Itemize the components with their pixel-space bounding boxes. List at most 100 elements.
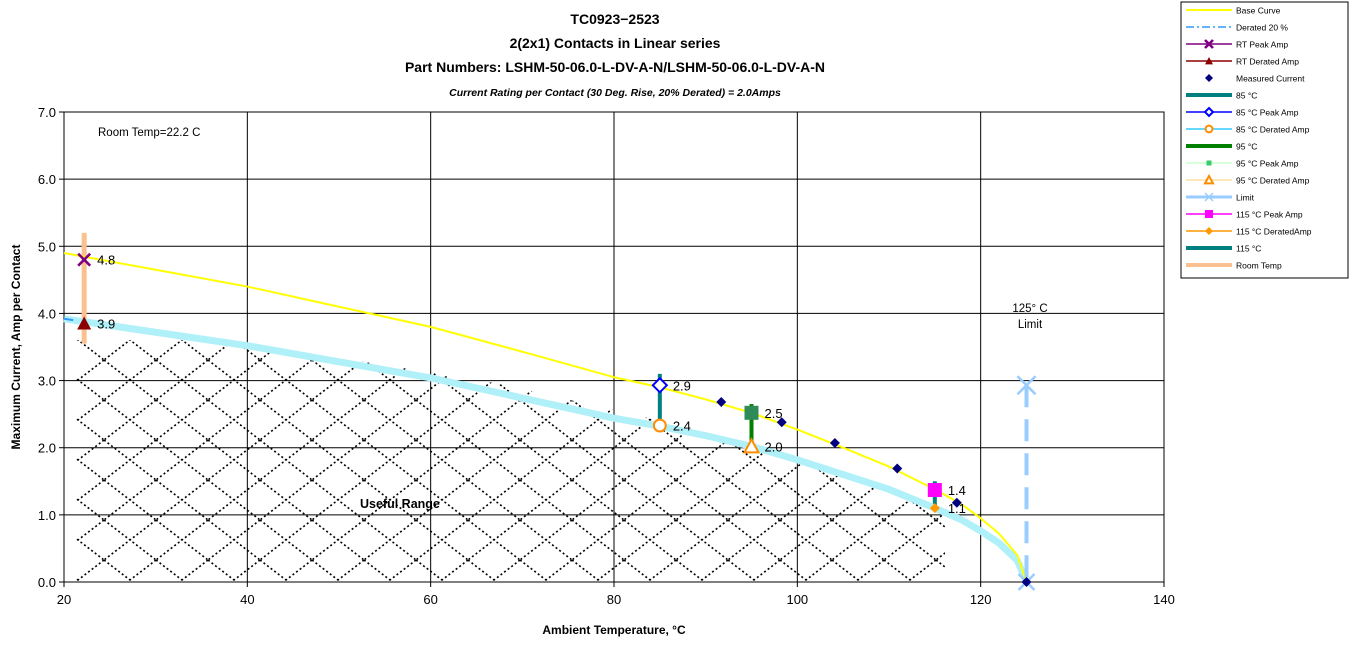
- legend-marker: [1203, 106, 1215, 118]
- legend-label: 85 °C: [1236, 91, 1257, 101]
- legend-marker: [1205, 227, 1213, 235]
- x-tick-label: 140: [1153, 592, 1175, 607]
- data-labels: 4.8 3.9 2.9 2.4 2.5 2.0 1.4 1.1: [97, 253, 966, 516]
- y-tick-label: 3.0: [38, 374, 56, 389]
- legend: Base Curve Derated 20 % RT Peak Amp RT Dera…: [1180, 1, 1349, 279]
- rating-note: Current Rating per Contact (30 Deg. Rise…: [449, 87, 781, 99]
- legend-item: Measured Current: [1205, 74, 1305, 84]
- annotation-room-temp: Room Temp=22.2 C: [98, 127, 200, 139]
- y-tick-label: 2.0: [38, 441, 56, 456]
- data-label: 3.9: [97, 317, 115, 332]
- legend-item: Base Curve: [1186, 6, 1281, 16]
- legend-item: 115 °C: [1186, 244, 1261, 254]
- legend-item: 85 °C: [1186, 91, 1257, 101]
- legend-label: 115 °C Peak Amp: [1236, 210, 1303, 220]
- data-label: 2.0: [765, 439, 783, 454]
- legend-item: Limit: [1186, 192, 1255, 203]
- series-115-c-peak-amp: [927, 483, 942, 498]
- data-point: [776, 417, 787, 428]
- data-point: [77, 252, 92, 267]
- legend-marker: [1204, 192, 1214, 202]
- annotation-limit-temp: 125° C: [1012, 303, 1047, 315]
- x-axis-label: Ambient Temperature, °C: [542, 623, 686, 637]
- legend-marker: [1205, 210, 1213, 218]
- data-label: 2.4: [673, 419, 691, 434]
- legend-label: Room Temp: [1236, 261, 1282, 271]
- annotation-useful-range: Useful Range: [360, 497, 440, 511]
- y-tick-label: 1.0: [38, 508, 56, 523]
- y-tick-label: 5.0: [38, 239, 56, 254]
- legend-item: RT Peak Amp: [1186, 39, 1288, 50]
- legend-items: Base Curve Derated 20 % RT Peak Amp RT Dera…: [1186, 6, 1312, 271]
- legend-label: 95 °C Peak Amp: [1236, 159, 1299, 169]
- data-point: [742, 437, 761, 454]
- data-point: [651, 376, 669, 394]
- chart-title: TC0923−2523: [570, 11, 659, 27]
- legend-label: Measured Current: [1236, 74, 1305, 84]
- x-tick-label: 100: [786, 592, 808, 607]
- legend-symbol: [1205, 74, 1213, 82]
- legend-marker: [1203, 173, 1215, 185]
- legend-item: 95 °C: [1186, 142, 1257, 152]
- x-tick-label: 20: [57, 592, 71, 607]
- legend-label: RT Derated Amp: [1236, 57, 1299, 67]
- legend-label: RT Peak Amp: [1236, 40, 1288, 50]
- legend-item: 95 °C Peak Amp: [1186, 159, 1299, 169]
- legend-marker: [1205, 57, 1213, 65]
- data-point: [652, 418, 667, 433]
- series-85-c-peak-amp: [651, 376, 669, 394]
- series-95-c-derated-amp: [742, 437, 761, 454]
- legend-label: 115 °C: [1236, 244, 1261, 254]
- legend-label: 95 °C: [1236, 142, 1257, 152]
- chart-subtitle-1: 2(2x1) Contacts in Linear series: [510, 35, 721, 51]
- annotation-limit: Limit: [1018, 319, 1043, 331]
- data-point: [927, 483, 942, 498]
- series-layer: [63, 232, 1037, 591]
- legend-item: 115 °C DeratedAmp: [1186, 227, 1312, 237]
- data-point: [77, 316, 92, 330]
- series-rt-derated-amp: [77, 316, 92, 330]
- data-point: [1021, 577, 1032, 587]
- legend-item: 115 °C Peak Amp: [1186, 210, 1303, 220]
- data-point: [744, 405, 759, 420]
- x-tick-label: 60: [423, 592, 437, 607]
- data-label: 4.8: [97, 253, 115, 268]
- x-tick-label: 40: [240, 592, 254, 607]
- y-tick-label: 6.0: [38, 172, 56, 187]
- legend-item: 85 °C Derated Amp: [1186, 125, 1310, 135]
- legend-label: 85 °C Derated Amp: [1236, 125, 1310, 135]
- y-tick-label: 4.0: [38, 306, 56, 321]
- series-rt-peak-amp: [77, 252, 92, 267]
- y-axis-ticks: 0.0 1.0 2.0 3.0 4.0 5.0 6.0 7.0: [38, 105, 64, 590]
- x-tick-label: 80: [607, 592, 621, 607]
- y-axis-label: Maximum Current, Amp per Contact: [9, 245, 23, 450]
- y-tick-label: 7.0: [38, 105, 56, 120]
- x-tick-label: 120: [970, 592, 992, 607]
- chart-subtitle-2: Part Numbers: LSHM-50-06.0-L-DV-A-N/LSHM…: [405, 59, 825, 75]
- useful-range-hatch: [76, 340, 945, 582]
- series-85-c-derated-amp: [652, 418, 667, 433]
- limit-top-x: [1016, 375, 1037, 396]
- legend-label: Limit: [1236, 193, 1255, 203]
- data-point: [716, 397, 727, 408]
- plot-border: [63, 111, 1165, 583]
- x-axis-ticks: 20 40 60 80 100 120 140: [57, 582, 1175, 607]
- data-point: [829, 438, 840, 449]
- legend-item: Derated 20 %: [1186, 23, 1288, 33]
- data-point: [929, 503, 940, 514]
- legend-label: 85 °C Peak Amp: [1236, 108, 1299, 118]
- data-label: 2.5: [765, 406, 783, 421]
- data-label: 2.9: [673, 378, 691, 393]
- legend-label: 115 °C DeratedAmp: [1236, 227, 1312, 237]
- legend-item: RT Derated Amp: [1186, 57, 1299, 67]
- data-point: [951, 497, 962, 508]
- data-label: 1.4: [948, 483, 966, 498]
- legend-item: 85 °C Peak Amp: [1186, 106, 1299, 118]
- legend-label: Derated 20 %: [1236, 23, 1288, 33]
- series-115-c-deratedamp: [929, 503, 940, 514]
- data-label: 1.1: [948, 501, 966, 516]
- legend-item: Room Temp: [1186, 261, 1282, 271]
- y-tick-label: 0.0: [38, 575, 56, 590]
